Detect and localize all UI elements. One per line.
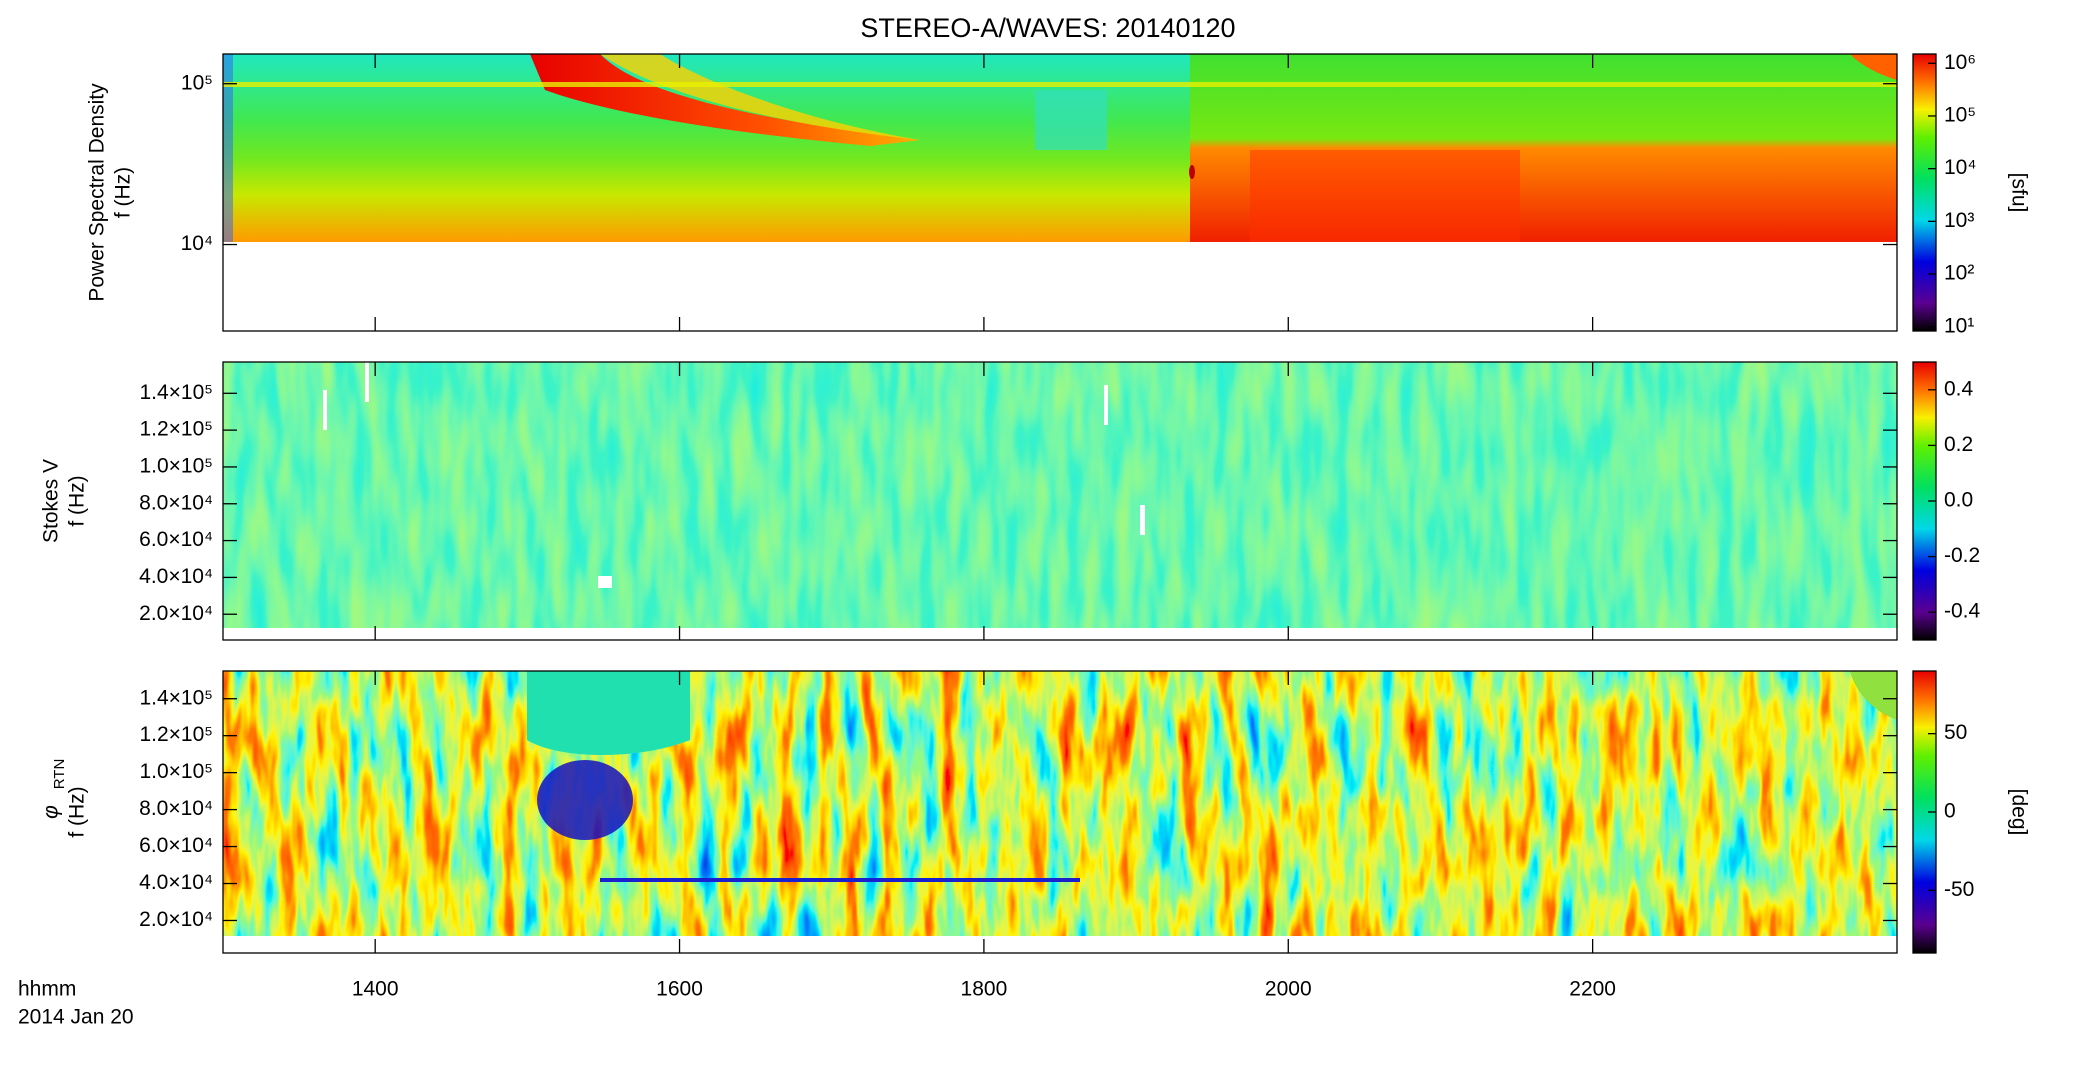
colorbar-tick-label: 0.0	[1944, 489, 1973, 512]
colorbar-tick-label: 0.2	[1944, 433, 1973, 456]
plot-frame	[222, 670, 1898, 954]
colorbar-tick-label: 10⁵	[1944, 104, 1976, 127]
y-tick-label: 2.0×10⁴	[139, 602, 213, 625]
y-label-unit: f (Hz)	[112, 167, 135, 218]
y-label-sub: RTN	[51, 759, 68, 790]
colorbar-tick-label: -50	[1944, 878, 1974, 901]
date-label: 2014 Jan 20	[18, 1006, 134, 1029]
colorbar	[1912, 53, 1937, 332]
colorbar-tick-label: 50	[1944, 721, 1967, 744]
spectrogram-image-2	[223, 362, 1897, 628]
x-tick-label: 2200	[1569, 978, 1616, 1001]
y-label: φ	[40, 805, 63, 819]
x-tick-label: 2000	[1265, 978, 1312, 1001]
colorbar-tick-label: -0.2	[1944, 544, 1980, 567]
title: STEREO-A/WAVES: 20140120	[860, 13, 1235, 43]
y-tick-label: 1.2×10⁵	[139, 418, 213, 441]
colorbar-tick-label: 10¹	[1944, 314, 1974, 337]
colorbar-tick-label: 0	[1944, 800, 1956, 823]
x-tick-label: 1400	[352, 978, 399, 1001]
plot-frame	[222, 53, 1898, 332]
y-tick-label: 4.0×10⁴	[139, 565, 213, 588]
y-tick-label: 2.0×10⁴	[139, 908, 213, 931]
colorbar-tick-label: 10²	[1944, 262, 1974, 285]
colorbar-tick-label: 10⁶	[1944, 51, 1976, 74]
y-tick-label: 1.0×10⁵	[139, 454, 213, 477]
colorbar-label: [deg]	[2007, 789, 2030, 836]
y-tick-label: 10⁴	[181, 232, 213, 255]
colorbar-tick-label: 10³	[1944, 209, 1974, 232]
colorbar-tick-label: 0.4	[1944, 377, 1974, 400]
y-tick-label: 6.0×10⁴	[139, 528, 213, 551]
y-label-unit: f (Hz)	[66, 475, 89, 526]
y-label: Power Spectral Density	[86, 83, 109, 302]
y-tick-label: 8.0×10⁴	[139, 797, 213, 820]
x-tick-label: 1600	[656, 978, 703, 1001]
x-tick-label: 1800	[961, 978, 1008, 1001]
y-tick-label: 1.4×10⁵	[139, 686, 213, 709]
colorbar-label: [sfu]	[2007, 173, 2030, 213]
y-tick-label: 10⁵	[181, 71, 213, 94]
plot-frame	[222, 361, 1898, 641]
time-axis-label: hhmm	[18, 978, 76, 1001]
colorbar-tick-label: 10⁴	[1944, 156, 1976, 179]
spectrogram-image-1	[223, 54, 1897, 242]
y-label-unit: f (Hz)	[66, 786, 89, 837]
y-tick-label: 8.0×10⁴	[139, 491, 213, 514]
y-tick-label: 1.4×10⁵	[139, 381, 213, 404]
y-tick-label: 4.0×10⁴	[139, 871, 213, 894]
y-tick-label: 6.0×10⁴	[139, 834, 213, 857]
y-tick-label: 1.2×10⁵	[139, 723, 213, 746]
colorbar-tick-label: -0.4	[1944, 600, 1981, 623]
spectrogram-image-3	[223, 671, 1897, 936]
y-tick-label: 1.0×10⁵	[139, 760, 213, 783]
y-label: Stokes V	[40, 459, 63, 543]
